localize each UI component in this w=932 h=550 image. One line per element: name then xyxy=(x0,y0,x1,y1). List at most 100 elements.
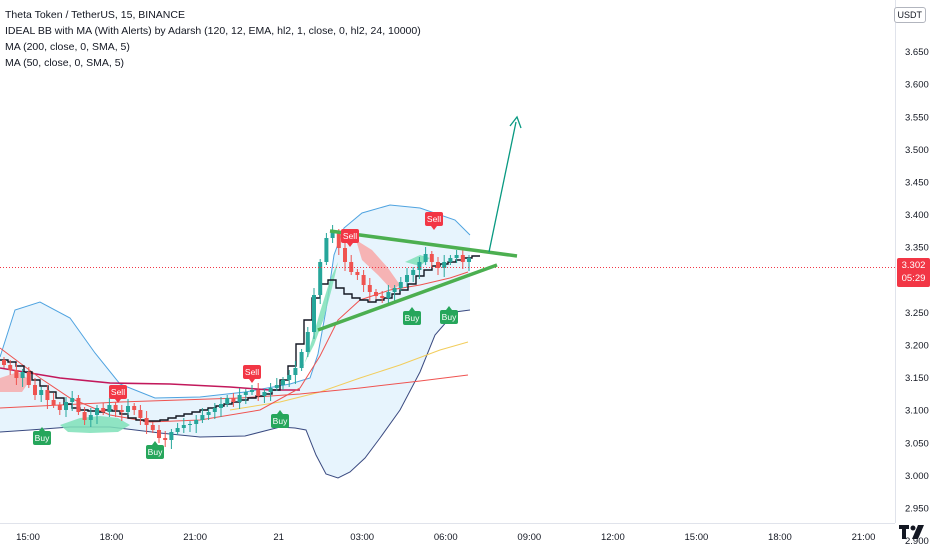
candle-body xyxy=(336,232,341,248)
candle-body xyxy=(436,262,440,268)
sell-pointer xyxy=(347,243,353,247)
buy-signal: Buy xyxy=(403,307,421,325)
legend-indicator-bb[interactable]: IDEAL BB with MA (With Alerts) by Adarsh… xyxy=(5,25,421,37)
candle-body xyxy=(33,385,37,395)
sell-signal: Sell xyxy=(243,365,261,383)
time-axis[interactable]: 15:00 18:00 21:00 21 03:00 06:00 09:00 12:00 15:… xyxy=(0,523,895,544)
candle-body xyxy=(20,372,25,378)
candle-body xyxy=(281,380,285,385)
candle-body xyxy=(299,352,304,368)
sell-signal: Sell xyxy=(109,385,127,403)
candle-body xyxy=(405,275,409,282)
candle-body xyxy=(287,375,292,380)
band-fill xyxy=(0,205,470,478)
y-tick-label: 3.350 xyxy=(905,243,929,254)
x-tick-label: 15:00 xyxy=(685,532,709,543)
buy-pointer xyxy=(409,307,415,311)
ribbon-green xyxy=(300,262,338,372)
candle-body xyxy=(14,370,19,378)
candle-body xyxy=(8,365,13,370)
candle-body xyxy=(188,424,192,425)
buy-pointer xyxy=(446,306,452,310)
breakout-arrow xyxy=(488,121,517,253)
legend: Theta Token / TetherUS, 15, BINANCE IDEA… xyxy=(5,7,421,71)
candle-body xyxy=(88,415,93,420)
candle-body xyxy=(51,400,56,405)
buy-pointer xyxy=(39,427,45,431)
ribbon-red xyxy=(356,240,400,290)
x-tick-label: 15:00 xyxy=(16,532,40,543)
candle-body xyxy=(417,262,422,270)
candle-body xyxy=(243,392,248,395)
candle-body xyxy=(150,425,155,430)
ma-fast-red xyxy=(0,271,469,423)
trendline-upper xyxy=(329,229,518,258)
legend-indicator-ma50[interactable]: MA (50, close, 0, SMA, 5) xyxy=(5,57,125,69)
candle-body xyxy=(250,390,254,392)
buy-signal-label: Buy xyxy=(273,416,288,426)
y-tick-label: 3.650 xyxy=(905,47,929,58)
candle-body xyxy=(454,255,459,258)
candle-body xyxy=(330,232,335,238)
candle-body xyxy=(212,408,217,412)
y-tick-label: 3.600 xyxy=(905,80,929,91)
candle-body xyxy=(423,254,428,262)
candle-body xyxy=(157,430,161,438)
candle-body xyxy=(101,408,106,412)
candle-body xyxy=(231,398,236,402)
legend-symbol[interactable]: Theta Token / TetherUS, 15, BINANCE xyxy=(5,9,185,21)
candle-body xyxy=(39,390,44,395)
candle-body xyxy=(163,438,168,440)
buy-pointer xyxy=(277,410,283,414)
x-tick-label: 18:00 xyxy=(768,532,792,543)
candle-body xyxy=(200,415,205,420)
x-tick-label: 03:00 xyxy=(350,532,374,543)
candle-body xyxy=(206,412,211,415)
candle-body xyxy=(169,432,174,440)
candle-body xyxy=(361,275,366,285)
candle-body xyxy=(411,270,416,275)
candle-body xyxy=(268,388,273,392)
trendline-lower xyxy=(317,263,498,332)
candle-body xyxy=(343,248,347,262)
sell-signal-box xyxy=(109,385,127,399)
y-tick-label: 3.150 xyxy=(905,373,929,384)
tradingview-logo[interactable] xyxy=(898,522,926,542)
legend-indicator-ma200[interactable]: MA (200, close, 0, SMA, 5) xyxy=(5,41,130,53)
buy-signal: Buy xyxy=(271,410,289,428)
sell-signal-label: Sell xyxy=(245,367,259,377)
arrow-head xyxy=(509,115,522,129)
x-tick-label: 12:00 xyxy=(601,532,625,543)
y-tick-label: 3.250 xyxy=(905,308,929,319)
candle-body xyxy=(64,402,68,410)
candle-body xyxy=(429,254,434,262)
candle-body xyxy=(274,385,279,388)
candle-body xyxy=(194,420,199,424)
candle-body xyxy=(175,428,180,432)
candle-body xyxy=(386,292,391,298)
y-tick-label: 3.500 xyxy=(905,145,929,156)
y-tick-label: 2.950 xyxy=(905,504,929,515)
sell-signal-box xyxy=(425,212,443,226)
currency-label[interactable]: USDT xyxy=(893,7,926,23)
sell-pointer xyxy=(115,399,121,403)
buy-signal-box xyxy=(146,445,164,459)
buy-signal: Buy xyxy=(33,427,51,445)
price-axis[interactable]: 3.6503.6003.5503.5003.4503.4003.3503.300… xyxy=(895,0,929,547)
sell-signal-label: Sell xyxy=(343,231,357,241)
candle-body xyxy=(448,258,453,262)
candle-body xyxy=(76,398,81,412)
candle-body xyxy=(138,410,143,418)
sell-signal: Sell xyxy=(425,212,443,230)
candle-body xyxy=(374,292,378,296)
x-tick-label: 21 xyxy=(273,532,284,543)
candle-body xyxy=(144,418,149,425)
sell-signal-label: Sell xyxy=(427,214,441,224)
buy-signal-box xyxy=(271,414,289,428)
candle-body xyxy=(256,390,261,396)
buy-signal-box xyxy=(440,310,458,324)
buy-signal: Buy xyxy=(440,306,458,324)
candle-body xyxy=(57,405,62,410)
y-tick-label: 3.200 xyxy=(905,341,929,352)
